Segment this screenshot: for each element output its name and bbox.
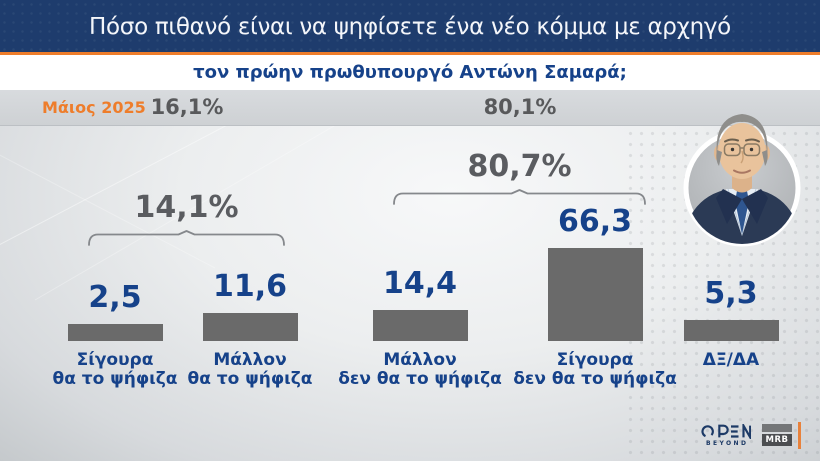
group-bracket (88, 230, 285, 246)
accent-divider (0, 52, 820, 55)
previous-wave-band: Μάιος 2025 16,1% 80,1% (0, 90, 820, 126)
bar-category-label: ΔΞ/ΔΑ (702, 350, 760, 370)
bar-category-label: Σίγουρα θα το ψήφιζα (52, 350, 178, 389)
subtitle-band: τον πρώην πρωθυπουργό Αντώνη Σαμαρά; (0, 55, 820, 90)
poll-question-title: Πόσο πιθανό είναι να ψηφίσετε ένα νέο κό… (89, 14, 731, 40)
bar-category-label: Μάλλον δεν θα το ψήφιζα (338, 350, 502, 389)
mrb-logo: MRB (762, 424, 792, 446)
bar-value: 14,4 (382, 266, 458, 301)
group-total-label: 80,7% (467, 149, 572, 184)
bar (202, 313, 298, 341)
poll-question-subtitle: τον πρώην πρωθυπουργό Αντώνη Σαμαρά; (193, 62, 627, 83)
bar (372, 310, 468, 341)
bar (683, 320, 779, 341)
open-logo-tagline: BEYOND (706, 440, 749, 447)
leader-portrait (683, 114, 801, 247)
group-total-label: 14,1% (134, 190, 239, 225)
group-bracket (393, 189, 646, 205)
portrait-head (714, 114, 770, 193)
wave-value-right: 80,1% (483, 95, 557, 119)
mrb-logo-bar (762, 424, 792, 432)
wave-date-label: Μάιος 2025 (42, 98, 146, 117)
open-logo-wordmark (701, 424, 751, 439)
bar-value: 5,3 (704, 276, 758, 311)
title-banner: Πόσο πιθανό είναι να ψηφίσετε ένα νέο κό… (0, 0, 820, 52)
bar-category-label: Σίγουρα δεν θα το ψήφιζα (513, 350, 677, 389)
bar (547, 248, 643, 341)
portrait-body (686, 188, 798, 244)
bar-value: 11,6 (212, 269, 288, 304)
bar-value: 66,3 (557, 204, 633, 239)
mrb-logo-text: MRB (762, 433, 792, 446)
bar-category-label: Μάλλον θα το ψήφιζα (187, 350, 313, 389)
open-tv-logo: BEYOND (700, 424, 752, 447)
bar-value: 2,5 (88, 280, 142, 315)
orange-accent-bar (798, 422, 801, 449)
bar (67, 324, 163, 341)
wave-value-left: 16,1% (150, 95, 224, 119)
